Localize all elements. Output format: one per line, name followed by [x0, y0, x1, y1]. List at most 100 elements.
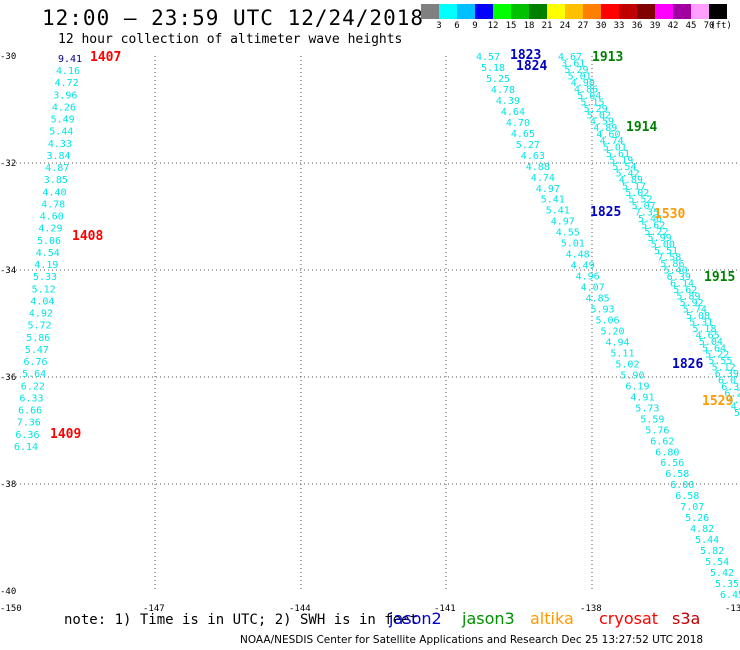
scale-label: 30 [595, 21, 607, 31]
wave-height-value: 5.26 [685, 513, 709, 524]
y-tick-label: -40 [0, 587, 16, 597]
scale-swatch [565, 4, 583, 19]
wave-height-value: 5.42 [710, 568, 734, 579]
wave-height-value: 5.12 [32, 284, 56, 295]
wave-height-value: 6.23 [724, 389, 740, 400]
wave-height-value: 6.76 [24, 357, 48, 368]
wave-height-value: 7.36 [17, 418, 41, 429]
wave-height-value: 3.85 [44, 175, 68, 186]
wave-height-value: 4.96 [576, 272, 600, 283]
wave-height-value: 5.61 [606, 149, 630, 160]
wave-height-value: 5.73 [635, 403, 659, 414]
wave-height-value: 4.85 [586, 294, 610, 305]
wave-height-value: 4.60 [40, 212, 64, 223]
wave-height-value: 6.56 [660, 458, 684, 469]
x-tick-label: -138 [580, 604, 602, 614]
wave-height-value: 4.92 [29, 309, 53, 320]
wave-height-value: 5.49 [51, 115, 75, 126]
pass-number-label: 1529 [702, 394, 733, 409]
pass-number-label: 1530 [654, 207, 685, 222]
wave-height-value: 5.47 [25, 345, 49, 356]
wave-height-value: 4.63 [521, 151, 545, 162]
wave-height-value: 4.88 [526, 162, 550, 173]
scale-swatch [439, 4, 457, 19]
wave-height-value: 5.27 [516, 140, 540, 151]
wave-height-value: 4.72 [55, 78, 79, 89]
scale-swatch [709, 4, 727, 19]
pass-number-label: 1409 [50, 427, 81, 442]
wave-height-value: 5.72 [28, 321, 52, 332]
wave-height-value: 4.50 [728, 395, 740, 406]
note-text: note: 1) Time is in UTC; 2) SWH is in fe… [64, 612, 419, 628]
y-tick-label: -34 [0, 266, 16, 276]
color-scale: 3 6 9 12 15 18 21 24 27 30 33 36 39 42 45 70 (ft) [421, 4, 732, 33]
wave-height-value: 5.99 [648, 233, 672, 244]
wave-height-value: 5.74 [683, 304, 707, 315]
wave-height-value: 5.35 [715, 579, 739, 590]
wave-height-value: 6.22 [21, 381, 45, 392]
wave-height-value: 4.65 [511, 129, 535, 140]
wave-height-value: 4.87 [45, 163, 69, 174]
wave-height-value: 6.19 [625, 381, 649, 392]
wave-height-value: 4.78 [41, 199, 65, 210]
wave-height-value: 4.59 [590, 117, 614, 128]
wave-height-value: 5.00 [651, 240, 675, 251]
wave-height-value: 4.39 [496, 96, 520, 107]
wave-height-value: 5.82 [700, 546, 724, 557]
wave-height-value: 5.86 [660, 259, 684, 270]
wave-height-value: 5.04 [577, 91, 601, 102]
pass-number-label: 1915 [704, 270, 735, 285]
legend-item-s3a: s3a [672, 609, 701, 628]
color-scale-swatches [421, 4, 727, 19]
scale-label: 12 [487, 21, 499, 31]
wave-height-value: 5.22 [705, 350, 729, 361]
wave-height-value: 5.25 [486, 74, 510, 85]
wave-height-value: 5.46 [638, 214, 662, 225]
scale-swatch [547, 4, 565, 19]
wave-height-value: 5.55 [708, 356, 732, 367]
wave-height-value: 4.07 [581, 283, 605, 294]
scale-label: 24 [559, 21, 571, 31]
wave-height-value: 5.64 [702, 343, 726, 354]
wave-height-value: 4.89 [619, 175, 643, 186]
wave-height-value: 5.89 [676, 292, 700, 303]
track-points: 9.414.164.723.964.265.495.444.333.844.87… [14, 52, 740, 601]
scale-swatch [619, 4, 637, 19]
wave-height-value: 5.08 [686, 311, 710, 322]
wave-height-value: 6.14 [14, 442, 38, 453]
footer-credit: NOAA/NESDIS Center for Satellite Applica… [240, 634, 704, 646]
wave-height-value: 4.57 [476, 52, 500, 63]
pass-number-label: 1913 [592, 50, 623, 65]
wave-height-value: 5.18 [692, 324, 716, 335]
pass-number-label: 1826 [672, 357, 703, 372]
wave-height-value: 6.39 [715, 369, 739, 380]
wave-height-value: 5.93 [591, 305, 615, 316]
wave-height-value: 4.40 [43, 187, 67, 198]
scale-swatch [511, 4, 529, 19]
wave-height-value: 4.89 [593, 123, 617, 134]
legend-item-jason2: jason2 [389, 609, 442, 628]
wave-height-value: 5.02 [625, 188, 649, 199]
wave-height-value: 5.54 [612, 162, 636, 173]
scale-swatch [637, 4, 655, 19]
scale-label: 36 [631, 21, 643, 31]
wave-height-value: 5.54 [705, 557, 729, 568]
wave-height-value: 4.04 [30, 297, 54, 308]
axis-labels: -150 -147 -144 -141 -138 -135 -30 -32 -34 -36 -38 -… [0, 52, 740, 614]
wave-height-value: 4.49 [571, 261, 595, 272]
wave-height-value: 6.36 [15, 430, 39, 441]
wave-height-value: 6.14 [670, 279, 694, 290]
scale-label: 3 [436, 21, 442, 31]
wave-height-value: 5.01 [561, 239, 585, 250]
wave-height-value: 4.99 [731, 402, 740, 413]
wave-height-value: 3.84 [47, 151, 71, 162]
wave-height-value: 7.07 [680, 502, 704, 513]
wave-height-value: 5.22 [644, 227, 668, 238]
scale-label: 42 [667, 21, 679, 31]
wave-height-value: 5.62 [641, 220, 665, 231]
wave-height-value: 7.35 [635, 207, 659, 218]
wave-height-value: 6.45 [720, 590, 740, 601]
wave-height-value: 4.54 [36, 248, 60, 259]
legend-item-jason3: jason3 [462, 609, 515, 628]
